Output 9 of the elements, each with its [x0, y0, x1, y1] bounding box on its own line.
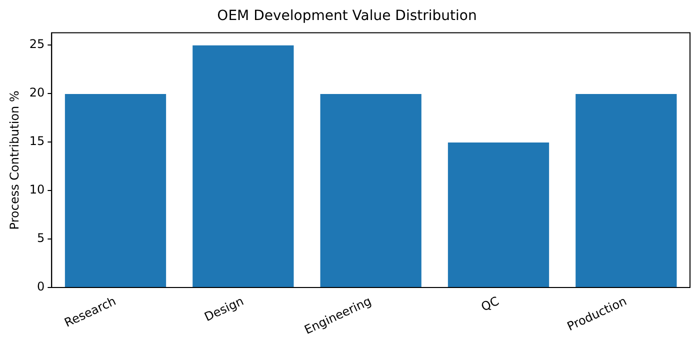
chart-title: OEM Development Value Distribution — [217, 8, 477, 24]
y-tick-label: 15 — [29, 134, 45, 148]
y-tick-label: 0 — [37, 280, 45, 294]
x-tick-label: QC — [479, 294, 502, 314]
y-tick-label: 25 — [29, 37, 45, 52]
y-axis-title: Process Contribution % — [7, 90, 22, 230]
y-tick-label: 5 — [37, 231, 45, 246]
y-tick-label: 10 — [29, 182, 45, 197]
y-tick-label: 20 — [29, 86, 45, 100]
